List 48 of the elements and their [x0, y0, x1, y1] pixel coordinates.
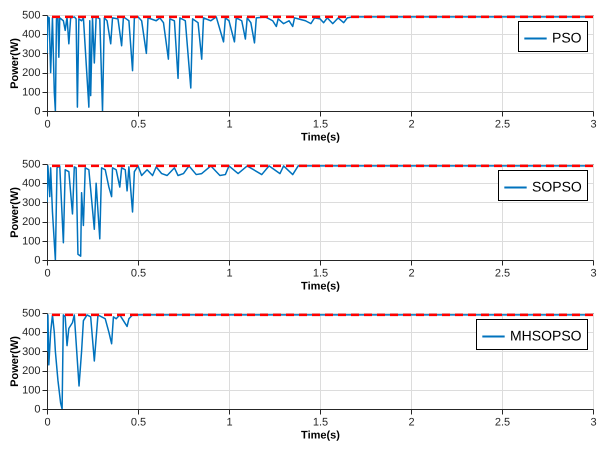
y-tick-label: 0 [34, 254, 40, 266]
x-tick-label: 2 [408, 118, 415, 130]
x-tick-label: 1 [226, 118, 233, 130]
x-tick-label: 1 [226, 268, 233, 280]
x-tick-label: 2.5 [494, 416, 510, 428]
legend-label: MHSOPSO [510, 328, 582, 344]
x-tick-label: 1.5 [312, 416, 328, 428]
x-axis-title: Time(s) [301, 280, 340, 292]
x-tick-label: 0 [44, 268, 51, 280]
y-axis-title: Power(W) [9, 336, 22, 387]
y-tick-label: 300 [22, 346, 40, 358]
y-tick-label: 400 [22, 178, 40, 190]
legend-label: SOPSO [532, 178, 582, 194]
y-tick-label: 300 [22, 196, 40, 209]
x-tick-label: 2 [408, 416, 415, 428]
y-tick-label: 100 [22, 235, 40, 248]
x-tick-label: 3 [590, 268, 597, 280]
x-tick-label: 1.5 [312, 118, 328, 130]
y-tick-label: 100 [22, 86, 40, 98]
x-tick-label: 3 [590, 118, 597, 130]
y-axis-title: Power(W) [9, 38, 22, 89]
y-axis-title: Power(W) [9, 186, 22, 238]
y-tick-label: 300 [22, 48, 40, 60]
x-tick-label: 0 [44, 118, 51, 130]
x-tick-label: 0 [44, 416, 51, 428]
x-axis-title: Time(s) [301, 430, 340, 442]
y-tick-label: 500 [22, 308, 40, 320]
y-tick-label: 100 [22, 384, 40, 396]
x-tick-label: 0.5 [130, 268, 146, 280]
x-tick-label: 2.5 [494, 268, 510, 280]
y-tick-label: 200 [22, 365, 40, 378]
y-tick-label: 0 [34, 106, 40, 118]
x-axis-title: Time(s) [301, 132, 340, 144]
y-tick-label: 500 [22, 158, 40, 170]
y-tick-label: 400 [22, 326, 40, 339]
y-tick-label: 200 [22, 216, 40, 228]
y-tick-label: 500 [22, 10, 40, 22]
y-tick-label: 400 [22, 28, 40, 41]
x-tick-label: 2 [408, 268, 415, 280]
y-tick-label: 200 [22, 67, 40, 80]
x-tick-label: 1.5 [312, 268, 328, 280]
x-tick-label: 3 [590, 416, 597, 428]
legend-label: PSO [552, 30, 582, 46]
x-tick-label: 0.5 [130, 118, 146, 130]
x-tick-label: 0.5 [130, 416, 146, 428]
x-tick-label: 2.5 [494, 118, 510, 130]
y-tick-label: 0 [34, 404, 40, 416]
x-tick-label: 1 [226, 416, 233, 428]
